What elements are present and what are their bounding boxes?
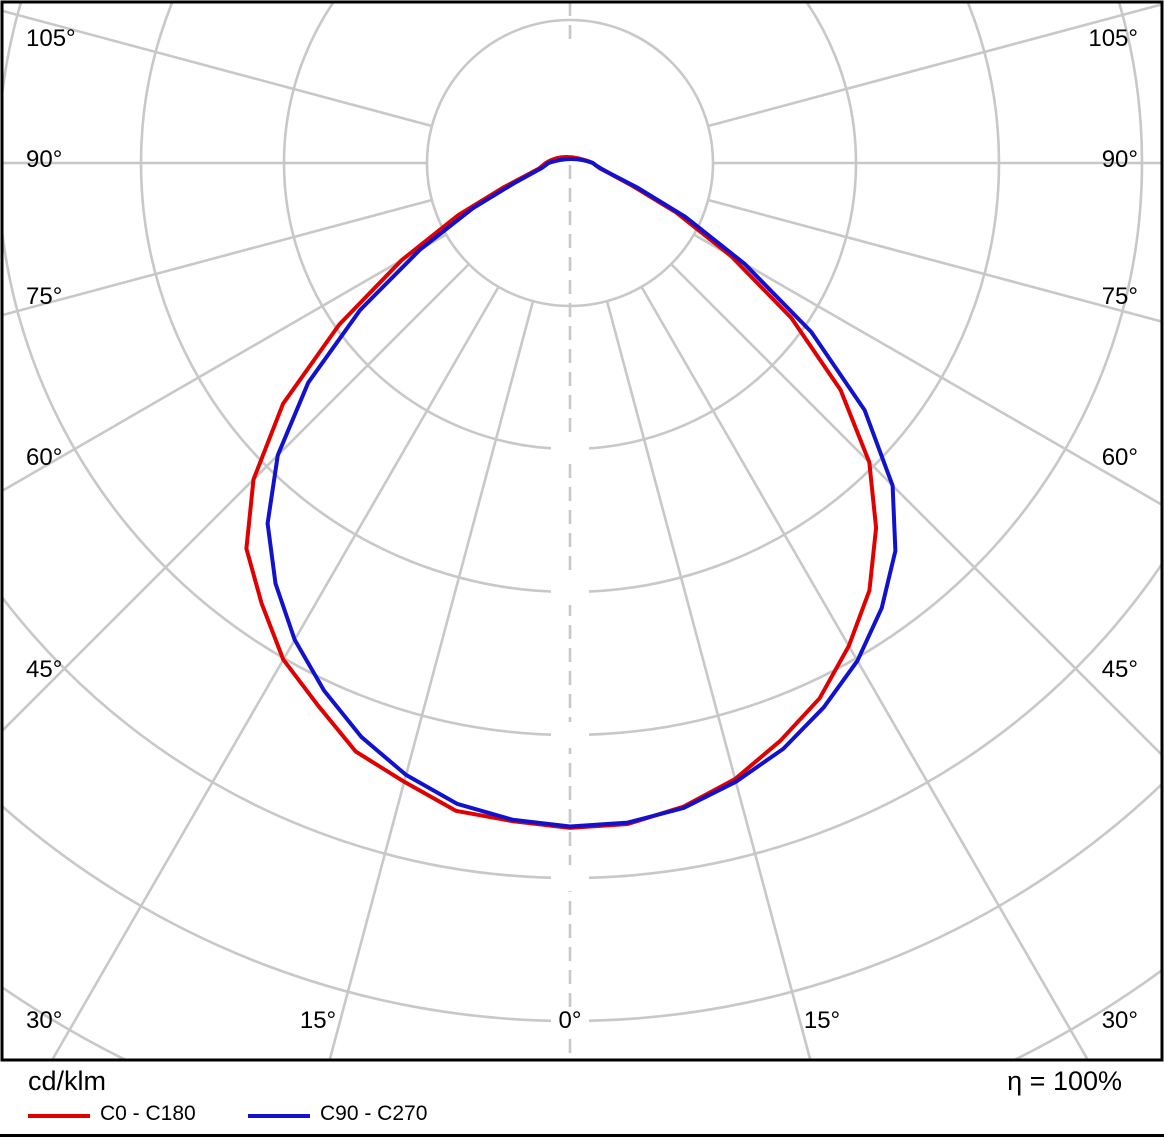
angle-tick-label: 60° — [26, 444, 62, 471]
chart-frame — [0, 0, 1164, 1062]
angle-tick-label: 30° — [26, 1007, 62, 1034]
angle-tick-label: 15° — [300, 1007, 336, 1034]
angle-tick-label: 75° — [26, 283, 62, 310]
grid-radial-line — [328, 300, 535, 1059]
unit-label: cd/klm — [28, 1066, 107, 1096]
angle-tick-label: 105° — [1088, 25, 1138, 52]
grid-radial-line — [3, 9, 433, 128]
grid-radial-line — [3, 233, 447, 492]
angle-tick-label: 90° — [1102, 146, 1138, 173]
grid-radial-line — [670, 263, 1161, 756]
grid-radial-line — [640, 286, 1089, 1059]
grid-radial-line — [693, 233, 1161, 506]
legend-label-c90-c270: C90 - C270 — [320, 1102, 428, 1125]
angle-tick-label: 90° — [26, 146, 62, 173]
angle-tick-label: 45° — [26, 656, 62, 683]
grid-radial-line — [707, 198, 1161, 323]
grid-ring — [3, 3, 1144, 737]
angle-tick-label: 0° — [559, 1007, 582, 1034]
angle-tick-label: 75° — [1102, 283, 1138, 310]
efficiency-label: η = 100% — [1007, 1066, 1122, 1096]
axis-label-gap — [551, 579, 589, 605]
bottom-border-line — [0, 1134, 1164, 1137]
grid-radial-line — [707, 3, 1161, 128]
axis-label-gap — [551, 1008, 589, 1034]
grid-radial-line — [605, 300, 812, 1059]
angle-tick-label: 45° — [1102, 656, 1138, 683]
angle-tick-label: 105° — [26, 25, 76, 52]
grid-radial-line — [3, 198, 433, 317]
axis-label-gap — [551, 722, 589, 748]
angle-tick-label: 30° — [1102, 1007, 1138, 1034]
angle-tick-label: 15° — [804, 1007, 840, 1034]
grid-radial-line — [3, 263, 470, 732]
angle-tick-label: 60° — [1102, 444, 1138, 471]
grid-radial-line — [51, 286, 500, 1059]
legend-swatch-c90-c270 — [248, 1114, 310, 1118]
axis-label-gap — [551, 865, 589, 891]
legend-swatch-c0-c180 — [28, 1114, 90, 1118]
axis-label-gap — [551, 436, 589, 462]
legend-label-c0-c180: C0 - C180 — [100, 1102, 196, 1125]
curve-c90-c270 — [265, 157, 898, 829]
